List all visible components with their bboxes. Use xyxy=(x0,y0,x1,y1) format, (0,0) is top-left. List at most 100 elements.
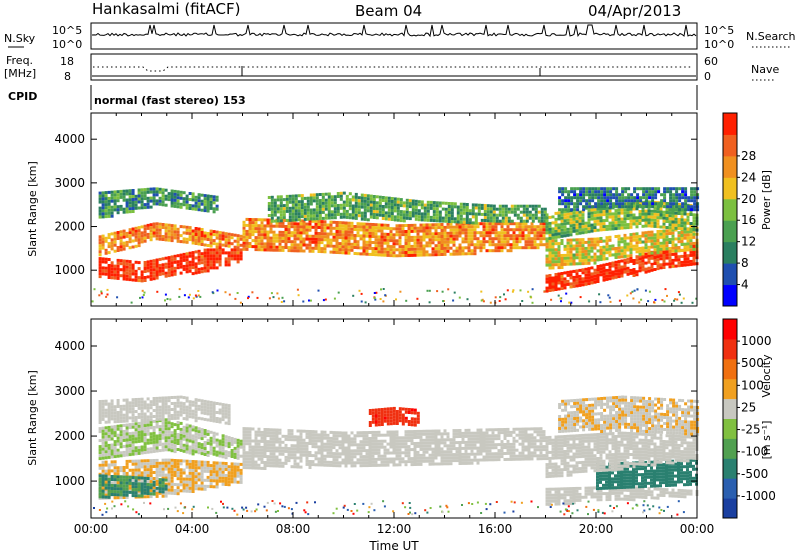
echo-band-6 xyxy=(545,226,699,270)
power-panel: 1000 2000 3000 4000 Slant Range [km] 4 8 12 16… xyxy=(26,112,773,307)
colorbar-swatch xyxy=(723,438,737,459)
beam-title: Beam 04 xyxy=(355,2,422,20)
echo-band-2 xyxy=(98,418,243,461)
x-tick-label: 08:00 xyxy=(276,522,311,536)
colorbar-swatch xyxy=(723,220,737,243)
colorbar-swatch xyxy=(723,398,737,419)
colorbar-swatch xyxy=(723,458,737,479)
velocity-heatmap xyxy=(93,395,700,516)
colorbar-tick-label: 4 xyxy=(741,278,749,292)
colorbar-swatch xyxy=(723,198,737,221)
echo-band-5 xyxy=(368,406,420,427)
power-colorbar-label: Power [dB] xyxy=(760,170,773,230)
colorbar-tick-label: 16 xyxy=(741,213,756,227)
nsky-tick-top: 10^5 xyxy=(52,24,82,37)
freq-label: Freq. xyxy=(6,54,33,67)
echo-band-4 xyxy=(242,427,546,470)
colorbar-swatch xyxy=(723,498,737,519)
echo-band-9 xyxy=(558,395,700,436)
colorbar-swatch xyxy=(723,378,737,400)
y-tick-label: 4000 xyxy=(54,132,85,146)
colorbar-swatch xyxy=(723,241,737,264)
echo-band-1 xyxy=(98,474,168,499)
nave-tick-bottom: 0 xyxy=(704,70,711,83)
cpid-text: normal (fast stereo) 153 xyxy=(94,94,246,107)
colorbar-swatch xyxy=(723,134,737,157)
nsearch-label: N.Search xyxy=(746,30,796,43)
y-tick-label: 4000 xyxy=(54,339,85,353)
nsky-panel: N.Sky 10^5 10^0 10^5 10^0 N.Search xyxy=(4,22,796,51)
x-tick-label: 00:00 xyxy=(74,522,109,536)
y-tick-label: 1000 xyxy=(54,474,85,488)
date-title: 04/Apr/2013 xyxy=(588,2,681,20)
freq-trace xyxy=(92,66,696,77)
y-tick-label: 2000 xyxy=(54,220,85,234)
echo-band-2 xyxy=(98,187,219,219)
nsearch-tick-bottom: 10^0 xyxy=(704,38,734,51)
nsearch-tick-top: 10^5 xyxy=(704,24,734,37)
nave-label: Nave xyxy=(751,63,779,76)
x-tick-label: 16:00 xyxy=(478,522,513,536)
velocity-panel: 00:00 04:00 08:00 12:00 16:00 20:00 00:00 1000 2… xyxy=(26,318,776,553)
colorbar-tick-label: 12 xyxy=(741,235,756,249)
time-axis-label: Time UT xyxy=(368,539,419,553)
echo-band-8 xyxy=(558,187,700,212)
nsky-label: N.Sky xyxy=(4,32,36,45)
freq-panel: Freq. [MHz] 18 8 60 0 Nave xyxy=(4,53,779,83)
echo-band-1 xyxy=(98,222,243,257)
y-tick-label: 2000 xyxy=(54,429,85,443)
y-tick-label: 3000 xyxy=(54,176,85,190)
colorbar-swatch xyxy=(723,319,737,340)
colorbar-tick-label: -25 xyxy=(741,423,761,437)
power-colorbar: 4 8 12 16 20 24 28 xyxy=(722,112,756,307)
velocity-colorbar-label: Velocity xyxy=(760,354,773,398)
x-tick-label: 12:00 xyxy=(377,522,412,536)
y-tick-label: 3000 xyxy=(54,384,85,398)
echo-band-0 xyxy=(98,248,243,283)
colorbar-tick-label: 25 xyxy=(741,400,756,414)
colorbar-tick-label: 1000 xyxy=(741,334,772,348)
power-y-label: Slant Range [km] xyxy=(26,161,39,257)
colorbar-tick-label: 500 xyxy=(741,356,764,370)
colorbar-swatch xyxy=(723,113,737,135)
nsky-tick-bottom: 10^0 xyxy=(52,38,82,51)
colorbar-swatch xyxy=(723,358,737,380)
velocity-colorbar: 1000 500 100 25 -25 -100 -500 -1000 xyxy=(722,318,776,519)
nsky-trace xyxy=(91,24,697,38)
colorbar-swatch xyxy=(723,478,737,499)
echo-band-6 xyxy=(545,485,699,506)
colorbar-swatch xyxy=(723,284,737,307)
colorbar-tick-label: -100 xyxy=(741,445,768,459)
freq-unit-label: [MHz] xyxy=(4,67,36,80)
x-tick-label: 04:00 xyxy=(175,522,210,536)
colorbar-tick-label: 100 xyxy=(741,378,764,392)
nave-trace xyxy=(93,66,693,72)
velocity-y-label: Slant Range [km] xyxy=(26,370,39,466)
echo-band-3 xyxy=(98,395,231,426)
x-tick-label: 00:00 xyxy=(680,522,715,536)
nave-tick-top: 60 xyxy=(704,55,718,68)
colorbar-swatch xyxy=(723,155,737,178)
echo-band-3 xyxy=(242,217,546,258)
colorbar-tick-label: 8 xyxy=(741,256,749,270)
cpid-panel: CPID normal (fast stereo) 153 xyxy=(8,85,698,110)
colorbar-tick-label: 24 xyxy=(741,170,756,184)
freq-tick-top: 18 xyxy=(60,55,74,68)
colorbar-swatch xyxy=(723,263,737,286)
colorbar-swatch xyxy=(723,418,737,439)
velocity-colorbar-unit: [m s⁻¹] xyxy=(760,421,773,460)
colorbar-tick-label: -1000 xyxy=(741,489,776,503)
colorbar-swatch xyxy=(723,177,737,200)
x-tick-label: 20:00 xyxy=(579,522,614,536)
colorbar-tick-label: -500 xyxy=(741,467,768,481)
colorbar-tick-label: 28 xyxy=(741,149,756,163)
colorbar-tick-label: 20 xyxy=(741,192,756,206)
colorbar-swatch xyxy=(723,338,737,360)
y-tick-label: 1000 xyxy=(54,263,85,277)
cpid-label: CPID xyxy=(8,90,37,103)
freq-tick-bottom: 8 xyxy=(64,70,71,83)
station-title: Hankasalmi (fitACF) xyxy=(92,0,240,18)
power-heatmap xyxy=(91,187,700,304)
ground-scatter xyxy=(93,500,685,516)
